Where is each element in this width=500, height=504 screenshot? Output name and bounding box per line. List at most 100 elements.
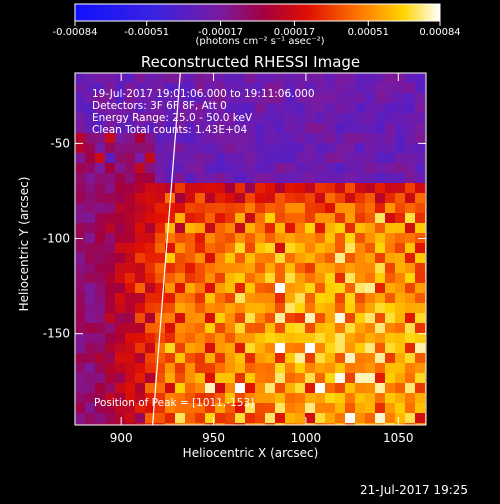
heatmap-cell bbox=[95, 173, 106, 184]
heatmap-cell bbox=[375, 163, 386, 174]
heatmap-cell bbox=[75, 113, 86, 124]
heatmap-cell bbox=[115, 293, 126, 304]
heatmap-cell bbox=[235, 383, 246, 394]
heatmap-cell bbox=[425, 73, 426, 84]
heatmap-cell bbox=[335, 163, 346, 174]
heatmap-cell bbox=[395, 423, 406, 425]
heatmap-cell bbox=[135, 153, 146, 164]
heatmap-cell bbox=[405, 163, 416, 174]
heatmap-cell bbox=[385, 253, 396, 264]
heatmap-cell bbox=[275, 403, 286, 414]
heatmap-cell bbox=[325, 143, 336, 154]
heatmap-cell bbox=[225, 263, 236, 274]
heatmap-cell bbox=[95, 163, 106, 174]
heatmap-cell bbox=[285, 143, 296, 154]
heatmap-cell bbox=[175, 403, 186, 414]
heatmap-cell bbox=[355, 253, 366, 264]
heatmap-cell bbox=[195, 73, 206, 84]
heatmap-cell bbox=[185, 113, 196, 124]
heatmap-cell bbox=[95, 353, 106, 364]
heatmap-cell bbox=[365, 113, 376, 124]
heatmap-cell bbox=[85, 163, 96, 174]
heatmap-cell bbox=[335, 223, 346, 234]
heatmap-cell bbox=[165, 223, 176, 234]
heatmap-cell bbox=[305, 353, 316, 364]
heatmap-cell bbox=[165, 283, 176, 294]
heatmap-cell bbox=[395, 103, 406, 114]
heatmap-cell bbox=[145, 223, 156, 234]
heatmap-cell bbox=[225, 203, 236, 214]
heatmap-cell bbox=[95, 413, 106, 424]
heatmap-cell bbox=[195, 173, 206, 184]
heatmap-cell bbox=[385, 293, 396, 304]
heatmap-cell bbox=[195, 153, 206, 164]
heatmap-cell bbox=[265, 233, 276, 244]
heatmap-cell bbox=[405, 213, 416, 224]
heatmap-cell bbox=[225, 253, 236, 264]
heatmap-cell bbox=[215, 243, 226, 254]
heatmap-cell bbox=[395, 163, 406, 174]
heatmap-cell bbox=[195, 273, 206, 284]
heatmap-cell bbox=[285, 393, 296, 404]
heatmap-cell bbox=[375, 383, 386, 394]
heatmap-cell bbox=[115, 83, 126, 94]
heatmap-cell bbox=[285, 363, 296, 374]
heatmap-cell bbox=[295, 273, 306, 284]
heatmap-cell bbox=[415, 253, 426, 264]
heatmap-cell bbox=[375, 123, 386, 134]
x-tick-label: 950 bbox=[202, 431, 225, 445]
heatmap-cell bbox=[405, 123, 416, 134]
heatmap-cell bbox=[165, 93, 176, 104]
heatmap-cell bbox=[215, 413, 226, 424]
heatmap-cell bbox=[145, 333, 156, 344]
heatmap-cell bbox=[365, 393, 376, 404]
heatmap-cell bbox=[365, 203, 376, 214]
heatmap-cell bbox=[305, 253, 316, 264]
heatmap-cell bbox=[75, 173, 86, 184]
heatmap-cell bbox=[265, 153, 276, 164]
heatmap-cell bbox=[185, 123, 196, 134]
heatmap-cell bbox=[205, 123, 216, 134]
heatmap-cell bbox=[205, 413, 216, 424]
heatmap-cell bbox=[365, 303, 376, 314]
heatmap-cell bbox=[125, 93, 136, 104]
heatmap-cell bbox=[205, 113, 216, 124]
heatmap-cell bbox=[295, 223, 306, 234]
heatmap-cell bbox=[385, 133, 396, 144]
heatmap-cell bbox=[235, 353, 246, 364]
heatmap-cell bbox=[405, 253, 416, 264]
heatmap-cell bbox=[105, 403, 116, 414]
heatmap-cell bbox=[115, 123, 126, 134]
heatmap-cell bbox=[425, 223, 426, 234]
heatmap-cell bbox=[95, 243, 106, 254]
heatmap-cell bbox=[425, 143, 426, 154]
heatmap-cell bbox=[115, 73, 126, 84]
heatmap-cell bbox=[295, 333, 306, 344]
heatmap-cell bbox=[395, 73, 406, 84]
heatmap-cell bbox=[375, 73, 386, 84]
heatmap-cell bbox=[355, 353, 366, 364]
heatmap-cell bbox=[275, 213, 286, 224]
heatmap-cell bbox=[225, 323, 236, 334]
heatmap-cell bbox=[425, 353, 426, 364]
heatmap-cell bbox=[295, 413, 306, 424]
heatmap-cell bbox=[305, 403, 316, 414]
heatmap-cell bbox=[225, 193, 236, 204]
heatmap-cell bbox=[345, 363, 356, 374]
heatmap-cell bbox=[315, 393, 326, 404]
heatmap-cell bbox=[155, 83, 166, 94]
heatmap-cell bbox=[185, 133, 196, 144]
heatmap-cell bbox=[185, 303, 196, 314]
heatmap-cell bbox=[175, 353, 186, 364]
heatmap-cell bbox=[105, 383, 116, 394]
heatmap-cell bbox=[145, 263, 156, 274]
heatmap-cell bbox=[225, 313, 236, 324]
heatmap-cell bbox=[275, 413, 286, 424]
heatmap-cell bbox=[245, 333, 256, 344]
heatmap-cell bbox=[275, 423, 286, 425]
heatmap-cell bbox=[365, 83, 376, 94]
heatmap-cell bbox=[345, 393, 356, 404]
heatmap-cell bbox=[425, 403, 426, 414]
heatmap-cell bbox=[225, 173, 236, 184]
heatmap-cell bbox=[325, 323, 336, 334]
